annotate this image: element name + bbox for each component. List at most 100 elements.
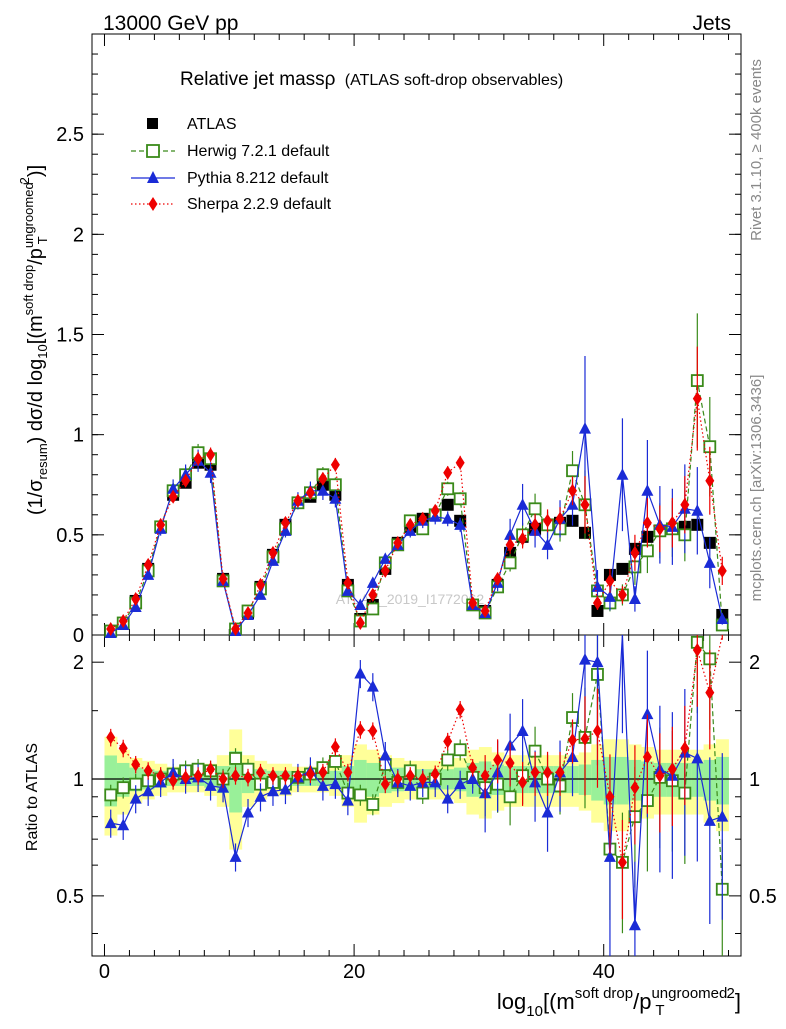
- ratio-point: [530, 765, 540, 780]
- legend-label-herwig: Herwig 7.2.1 default: [187, 143, 330, 160]
- data-point: [616, 562, 629, 575]
- ratio-point: [242, 805, 255, 818]
- data-point: [380, 563, 390, 578]
- data-point: [578, 422, 591, 434]
- data-point: [266, 554, 279, 566]
- data-point: [393, 535, 403, 550]
- ratio-point: [443, 734, 453, 749]
- x-axis-label: log10[(msoft drop/pungroomed T2]: [497, 985, 741, 1020]
- ratio-panel-frame: [91, 634, 742, 957]
- main-y-tick-label: 2.5: [56, 124, 84, 146]
- ratio-point: [555, 765, 565, 780]
- data-point: [330, 457, 340, 472]
- ratio-point: [143, 763, 153, 778]
- ratio-point: [580, 731, 590, 746]
- ratio-point: [104, 788, 118, 802]
- ratio-point: [106, 730, 116, 745]
- ratio-point: [703, 814, 716, 826]
- data-point: [343, 575, 353, 590]
- data-point: [468, 595, 478, 610]
- ratio-point: [229, 850, 242, 862]
- mcplots-label: mcplots.cern.ch [arXiv:1306.3436]: [748, 375, 765, 602]
- ratio-point: [578, 653, 591, 665]
- data-point: [455, 455, 465, 470]
- data-point: [555, 511, 565, 526]
- band-1sigma: [616, 756, 630, 805]
- data-point: [366, 576, 379, 588]
- x-tick-label: 0: [99, 961, 110, 983]
- data-point: [541, 538, 554, 550]
- ratio-point: [628, 918, 641, 931]
- y-axis-label-ratio: Ratio to ATLAS: [24, 743, 41, 851]
- data-point: [366, 602, 380, 616]
- main-y-tick-label: 1: [73, 425, 84, 447]
- data-point: [204, 466, 217, 478]
- data-point: [655, 521, 665, 536]
- main-y-tick-label: 2: [73, 224, 84, 246]
- data-point: [293, 493, 303, 508]
- ratio-point: [430, 767, 440, 782]
- y-axis-label-main: (1/σresum) dσ/d log10[(msoft drop/pungro…: [17, 165, 50, 515]
- data-point: [441, 512, 454, 524]
- data-point: [480, 603, 490, 618]
- data-point: [641, 484, 654, 496]
- data-point: [106, 621, 116, 636]
- legend-marker-atlas: [147, 118, 158, 129]
- data-point: [142, 568, 155, 580]
- ratio-point: [518, 775, 528, 790]
- data-point: [193, 451, 203, 466]
- ratio-point: [268, 768, 278, 783]
- ratio-point: [279, 782, 292, 795]
- ratio-point: [516, 724, 529, 736]
- data-point: [691, 504, 704, 516]
- ratio-point: [118, 741, 128, 756]
- ratio-point: [453, 743, 467, 757]
- data-point: [568, 483, 578, 498]
- data-point: [453, 492, 467, 506]
- data-point: [630, 545, 640, 560]
- ratio-point: [193, 768, 203, 783]
- ratio-point: [293, 768, 303, 783]
- data-point: [680, 497, 690, 512]
- series-line: [110, 398, 723, 631]
- ratio-series-sherpa: [106, 634, 723, 920]
- ratio-point: [255, 765, 265, 780]
- data-point: [591, 604, 604, 617]
- data-point: [516, 498, 529, 510]
- data-point: [305, 485, 315, 500]
- ratio-point: [168, 773, 178, 788]
- legend: ATLAS Herwig 7.2.1 default Pythia 8.212 …: [131, 116, 332, 213]
- ratio-point: [591, 655, 604, 668]
- data-point: [379, 552, 392, 564]
- ratio-point: [503, 790, 517, 804]
- data-point: [441, 498, 454, 511]
- legend-marker-herwig: [146, 144, 160, 158]
- ratio-point: [167, 765, 180, 778]
- legend-marker-pythia: [147, 171, 159, 183]
- data-point: [505, 537, 515, 552]
- ratio-point: [117, 818, 130, 831]
- data-point: [318, 471, 328, 486]
- ratio-point: [355, 722, 365, 737]
- data-point: [328, 478, 342, 492]
- data-point: [181, 473, 191, 488]
- data-point: [268, 545, 278, 560]
- ratio-point: [366, 798, 380, 811]
- ratio-point: [305, 767, 315, 782]
- ratio-point: [204, 779, 217, 791]
- ratio-point: [655, 768, 665, 783]
- data-point: [118, 613, 128, 628]
- ratio-point: [641, 707, 654, 720]
- data-point: [405, 517, 415, 532]
- data-point: [566, 464, 579, 478]
- data-point: [243, 605, 253, 620]
- ratio-point: [353, 788, 367, 802]
- ratio-point: [366, 680, 379, 692]
- ratio-point: [316, 779, 329, 791]
- ratio-point: [541, 805, 554, 818]
- data-point: [231, 621, 241, 636]
- legend-label-pythia: Pythia 8.212 default: [187, 170, 329, 187]
- plot-title-main: Relative jet massρ: [180, 69, 336, 90]
- x-tick-label: 20: [343, 961, 365, 983]
- ratio-point: [266, 784, 279, 797]
